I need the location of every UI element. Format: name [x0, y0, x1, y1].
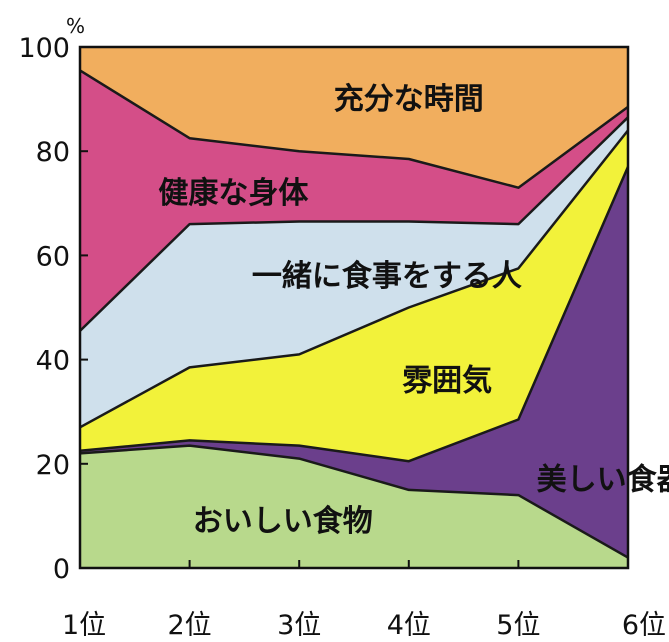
y-tick-label: 100 [18, 33, 70, 64]
series-label-6: 充分な時間 [334, 82, 484, 117]
boundary-line-5 [79, 69, 629, 189]
area-series-4 [80, 117, 628, 428]
x-axis: 1位 2位 3位 4位 5位 6位 [62, 560, 666, 641]
x-tick-label: 2位 [168, 610, 212, 641]
y-tick-label: 20 [36, 450, 70, 481]
area-series-5 [80, 70, 628, 331]
y-tick-label: 80 [36, 137, 70, 168]
x-tick-label: 1位 [62, 610, 106, 641]
series-label-2: 美しい食器 [537, 462, 669, 497]
y-unit-label: % [66, 14, 85, 38]
area-series-6 [80, 47, 628, 188]
area-series-1 [80, 445, 628, 568]
y-tick-label: 60 [36, 241, 70, 272]
x-tick-label: 3位 [277, 610, 321, 641]
boundary-line-1 [79, 444, 629, 559]
y-axis: 0 20 40 60 80 100 [18, 33, 88, 585]
area-series-3 [80, 130, 628, 462]
series-label-3: 雰囲気 [402, 363, 492, 398]
x-tick-label: 4位 [387, 610, 431, 641]
plot-frame [78, 45, 630, 570]
series-boundary-lines [79, 69, 630, 559]
area-series-2 [80, 166, 628, 558]
series-labels: おいしい食物 美しい食器 雰囲気 一緒に食事をする人 健康な身体 充分な時間 [158, 82, 669, 539]
boundary-line-2 [79, 166, 630, 463]
y-tick-label: 0 [53, 554, 70, 585]
series-label-5: 健康な身体 [158, 176, 309, 211]
y-tick-label: 40 [36, 346, 70, 377]
boundary-line-3 [79, 129, 629, 429]
series-label-1: おいしい食物 [193, 504, 373, 539]
x-tick-label: 5位 [496, 610, 540, 641]
area-layers [80, 47, 628, 568]
x-tick-label: 6位 [622, 610, 666, 641]
series-label-4: 一緒に食事をする人 [252, 259, 522, 294]
boundary-line-4 [79, 116, 629, 332]
